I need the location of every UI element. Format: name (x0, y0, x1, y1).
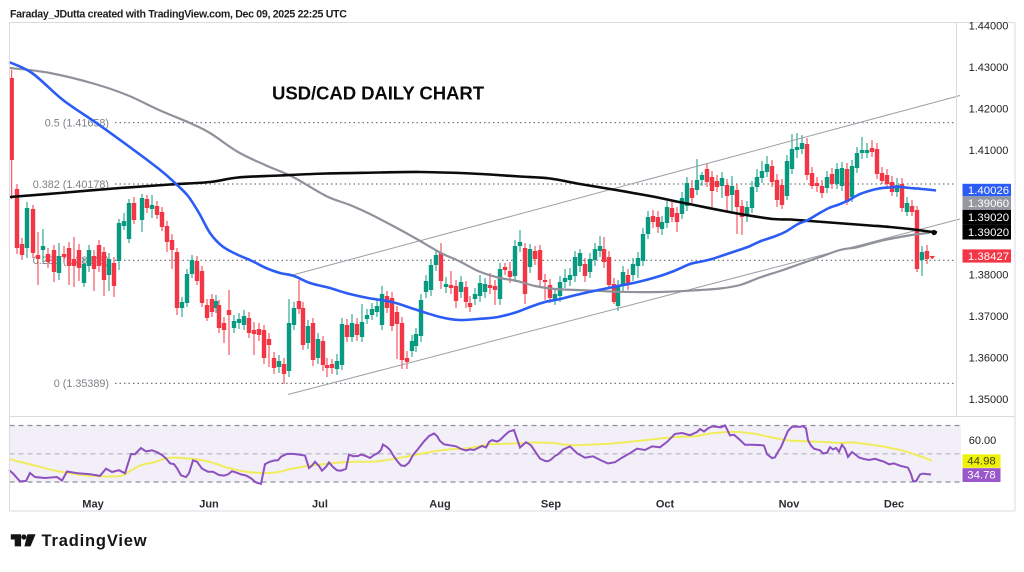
svg-text:1.37000: 1.37000 (969, 311, 1009, 323)
svg-text:Jun: Jun (199, 499, 219, 511)
svg-text:0.5 (1.41658): 0.5 (1.41658) (45, 117, 109, 129)
svg-text:Dec: Dec (884, 499, 904, 511)
svg-text:1.41000: 1.41000 (969, 145, 1009, 157)
svg-text:34.78: 34.78 (967, 470, 996, 482)
svg-text:Aug: Aug (429, 499, 450, 511)
svg-text:0 (1.35389): 0 (1.35389) (54, 378, 109, 390)
svg-text:0.382 (1.40178): 0.382 (1.40178) (33, 179, 109, 191)
svg-text:Nov: Nov (779, 499, 801, 511)
svg-text:Faraday_JDutta created with Tr: Faraday_JDutta created with TradingView.… (10, 9, 347, 21)
svg-text:44.98: 44.98 (967, 455, 996, 467)
svg-text:1.38000: 1.38000 (969, 269, 1009, 281)
svg-text:Oct: Oct (656, 499, 675, 511)
svg-text:1.42000: 1.42000 (969, 103, 1009, 115)
svg-text:1.35000: 1.35000 (969, 394, 1009, 406)
svg-text:USD/CAD DAILY CHART: USD/CAD DAILY CHART (272, 83, 485, 104)
svg-text:1.43000: 1.43000 (969, 62, 1009, 74)
svg-text:1.44000: 1.44000 (969, 20, 1009, 32)
svg-text:TradingView: TradingView (42, 532, 148, 550)
svg-text:1.39060: 1.39060 (968, 198, 1009, 210)
svg-text:60.00: 60.00 (969, 435, 997, 447)
svg-text:1.39020: 1.39020 (968, 227, 1009, 239)
svg-text:1.36000: 1.36000 (969, 352, 1009, 364)
svg-text:Sep: Sep (541, 499, 561, 511)
svg-text:1.38427: 1.38427 (968, 251, 1009, 263)
svg-text:1.40026: 1.40026 (968, 185, 1009, 197)
svg-text:Jul: Jul (312, 499, 328, 511)
svg-text:1.39020: 1.39020 (968, 212, 1009, 224)
svg-text:May: May (82, 499, 104, 511)
